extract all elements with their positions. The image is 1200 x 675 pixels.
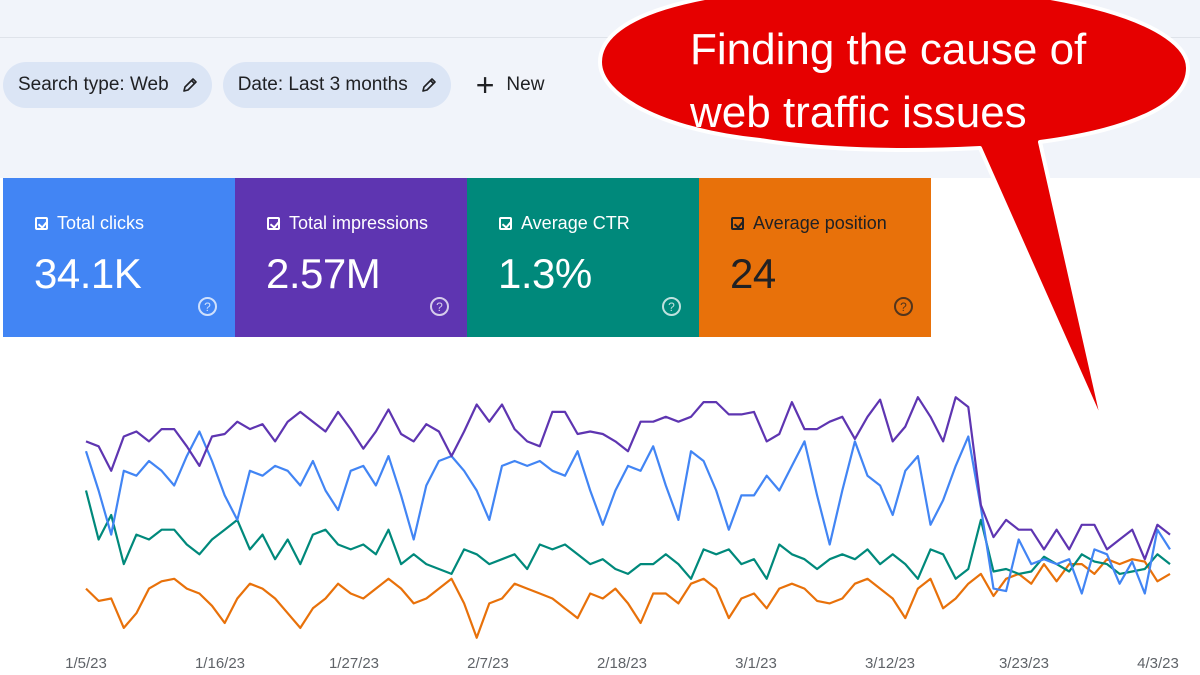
metric-value: 2.57M [266, 250, 381, 297]
plus-icon: + [475, 67, 495, 103]
x-axis-tick-label: 1/27/23 [329, 655, 379, 672]
new-filter-label: New [506, 74, 545, 95]
help-icon[interactable]: ? [198, 297, 217, 316]
metric-label-row: Total impressions [267, 213, 428, 234]
metric-card-total-impressions[interactable]: Total impressions 2.57M ? [235, 178, 467, 337]
help-icon[interactable]: ? [894, 297, 913, 316]
x-axis-tick-label: 2/18/23 [597, 655, 647, 672]
metric-value: 1.3% [498, 250, 592, 297]
checkbox-checked-icon[interactable] [731, 217, 744, 230]
edit-pencil-icon[interactable] [182, 77, 198, 93]
callout-text: Finding the cause of web traffic issues [690, 18, 1120, 144]
x-axis-tick-label: 3/23/23 [999, 655, 1049, 672]
metric-label-row: Average CTR [499, 213, 630, 234]
metric-cards: Total clicks 34.1K ? Total impressions 2… [3, 178, 931, 337]
metric-card-average-ctr[interactable]: Average CTR 1.3% ? [467, 178, 699, 337]
checkbox-checked-icon[interactable] [499, 217, 512, 230]
series-line-average-ctr [84, 490, 1171, 580]
metric-label-row: Total clicks [35, 213, 144, 234]
help-icon[interactable]: ? [430, 297, 449, 316]
x-axis-tick-label: 1/5/23 [65, 655, 107, 672]
series-line-total-impressions [85, 396, 1171, 561]
help-icon[interactable]: ? [662, 297, 681, 316]
metric-value: 34.1K [34, 250, 142, 297]
metric-label: Average CTR [521, 213, 630, 233]
date-filter-label: Date: Last 3 months [237, 74, 408, 95]
metric-card-average-position[interactable]: Average position 24 ? [699, 178, 931, 337]
series-line-total-clicks [84, 430, 1171, 595]
filter-bar: Search type: Web Date: Last 3 months + N… [3, 62, 544, 108]
metric-value: 24 [730, 250, 776, 297]
x-axis-tick-label: 4/3/23 [1137, 655, 1179, 672]
series-line-average-position [85, 558, 1171, 639]
divider [0, 37, 1200, 38]
metric-label: Total impressions [289, 213, 429, 233]
callout-line-1: Finding the cause of [690, 25, 1087, 74]
checkbox-checked-icon[interactable] [267, 217, 280, 230]
metric-label: Total clicks [57, 213, 145, 233]
x-axis-tick-label: 3/1/23 [735, 655, 777, 672]
checkbox-checked-icon[interactable] [35, 217, 48, 230]
metric-label: Average position [753, 213, 887, 233]
edit-pencil-icon[interactable] [421, 77, 437, 93]
speech-bubble-shape [598, 0, 1190, 432]
x-axis-tick-label: 1/16/23 [195, 655, 245, 672]
metric-label-row: Average position [731, 213, 887, 234]
search-type-filter-label: Search type: Web [18, 74, 169, 95]
x-axis-tick-label: 2/7/23 [467, 655, 509, 672]
new-filter-button[interactable]: + New [476, 69, 545, 101]
metric-card-total-clicks[interactable]: Total clicks 34.1K ? [3, 178, 235, 337]
callout-line-2: web traffic issues [690, 88, 1027, 137]
date-filter-chip[interactable]: Date: Last 3 months [222, 62, 451, 108]
x-axis-tick-label: 3/12/23 [865, 655, 915, 672]
search-type-filter-chip[interactable]: Search type: Web [3, 62, 212, 108]
